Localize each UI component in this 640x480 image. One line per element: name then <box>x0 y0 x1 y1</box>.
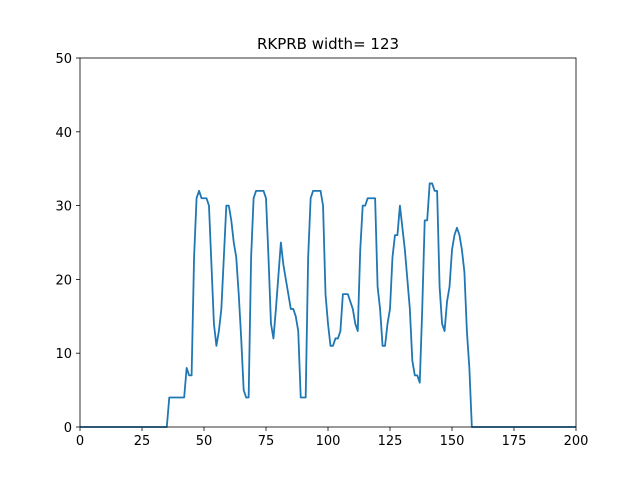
x-tick-label: 75 <box>258 434 275 449</box>
y-tick-label: 30 <box>55 200 72 215</box>
axes-frame <box>79 57 577 428</box>
chart-title: RKPRB width= 123 <box>257 35 399 53</box>
y-tick-label: 0 <box>64 421 72 436</box>
y-tick-label: 20 <box>55 273 72 288</box>
x-tick-label: 150 <box>440 434 465 449</box>
x-tick-label: 175 <box>502 434 527 449</box>
x-tick-label: 25 <box>134 434 151 449</box>
x-tick-label: 125 <box>378 434 403 449</box>
x-tick-label: 0 <box>76 434 84 449</box>
y-tick-label: 50 <box>55 52 72 67</box>
x-tick-label: 50 <box>196 434 213 449</box>
data-line <box>80 182 576 428</box>
y-tick-label: 40 <box>55 126 72 141</box>
x-tick-label: 100 <box>316 434 341 449</box>
y-tick-label: 10 <box>55 347 72 362</box>
x-tick-label: 200 <box>564 434 589 449</box>
